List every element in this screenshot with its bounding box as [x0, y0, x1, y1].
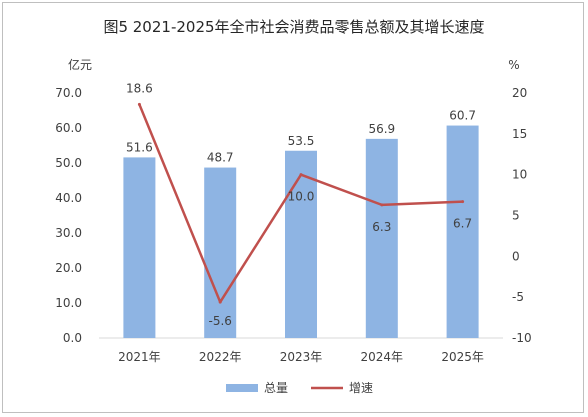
- bar-value-label: 53.5: [288, 134, 315, 148]
- line-point: [218, 300, 222, 304]
- right-tick-label: 15: [512, 127, 527, 141]
- bar-value-label: 48.7: [207, 151, 234, 165]
- line-value-label: 6.3: [372, 220, 391, 234]
- legend: 总量 增速: [226, 381, 373, 395]
- legend-swatch-bar: [226, 384, 258, 392]
- bar-value-label: 56.9: [368, 122, 395, 136]
- legend-label-line: 增速: [349, 381, 373, 395]
- line-point: [137, 102, 141, 106]
- bar-series: [123, 125, 479, 338]
- left-tick-label: 0.0: [63, 331, 82, 345]
- right-tick-label: 5: [512, 209, 520, 223]
- line-value-label: 10.0: [288, 190, 315, 204]
- line-point: [299, 173, 303, 177]
- x-tick-label: 2025年: [441, 350, 484, 364]
- left-axis-unit: 亿元: [68, 57, 92, 72]
- legend-label-bar: 总量: [264, 381, 288, 395]
- right-tick-label: -10: [512, 331, 532, 345]
- bar-value-label: 60.7: [449, 109, 476, 123]
- bar: [365, 138, 398, 338]
- left-tick-label: 50.0: [55, 156, 82, 170]
- x-tick-label: 2021年: [118, 350, 161, 364]
- right-tick-label: 0: [512, 249, 520, 263]
- right-tick-label: 20: [512, 86, 527, 100]
- x-tick-label: 2022年: [199, 350, 242, 364]
- right-tick-label: -5: [512, 290, 524, 304]
- line-value-label: 6.7: [453, 217, 472, 231]
- x-tick-label: 2024年: [361, 350, 404, 364]
- line-point: [380, 203, 384, 207]
- x-axis-ticks: 2021年 2022年 2023年 2024年 2025年: [118, 350, 484, 364]
- right-axis-unit: %: [508, 58, 519, 72]
- right-axis-ticks: -10 -5 0 5 10 15 20: [512, 86, 532, 345]
- line-series: [137, 102, 465, 304]
- bar: [446, 125, 479, 338]
- left-tick-label: 30.0: [55, 226, 82, 240]
- line-value-label: -5.6: [208, 314, 231, 328]
- left-axis-ticks: 0.0 10.0 20.0 30.0 40.0 50.0 60.0 70.0: [55, 86, 82, 345]
- bar: [204, 167, 237, 338]
- left-tick-label: 60.0: [55, 121, 82, 135]
- right-tick-label: 10: [512, 168, 527, 182]
- bar: [285, 150, 317, 338]
- left-tick-label: 20.0: [55, 261, 82, 275]
- line-point: [461, 200, 465, 204]
- bar-value-label: 51.6: [126, 140, 153, 154]
- left-tick-label: 10.0: [55, 296, 82, 310]
- line-value-label: 18.6: [126, 81, 153, 95]
- bar: [123, 157, 156, 338]
- x-tick-label: 2023年: [280, 350, 323, 364]
- line-value-labels: 18.6 -5.6 10.0 6.3 6.7: [126, 81, 472, 328]
- left-tick-label: 70.0: [55, 86, 82, 100]
- chart-title: 图5 2021-2025年全市社会消费品零售总额及其增长速度: [103, 18, 484, 36]
- left-tick-label: 40.0: [55, 191, 82, 205]
- bar-value-labels: 51.6 48.7 53.5 56.9 60.7: [126, 109, 476, 165]
